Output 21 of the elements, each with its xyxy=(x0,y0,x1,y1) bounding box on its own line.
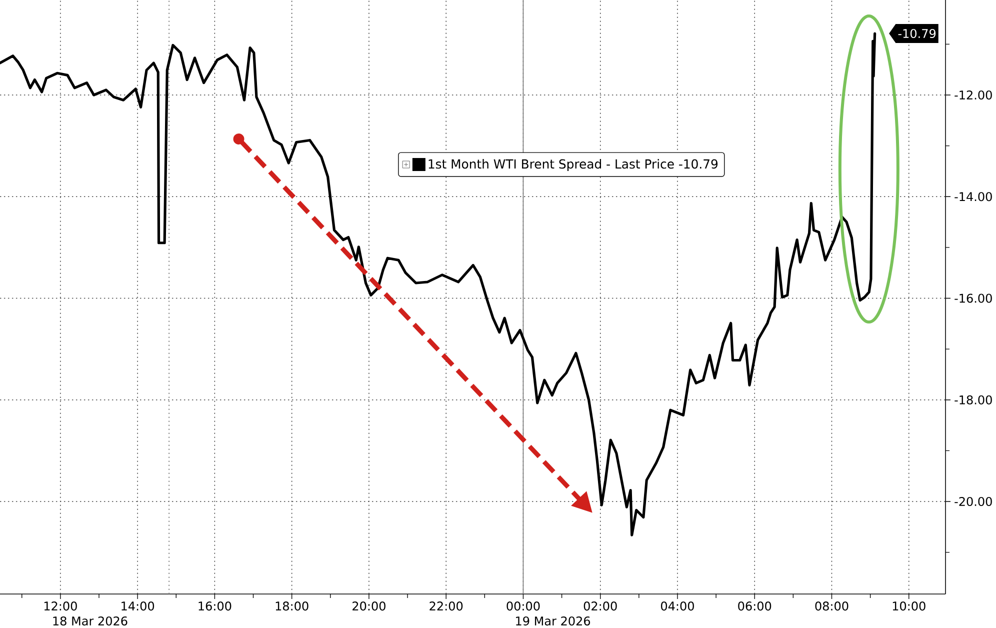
x-tick-label: 06:00 xyxy=(738,602,772,611)
x-tick-label: 08:00 xyxy=(815,602,848,611)
annotation: -10.79 xyxy=(898,28,936,38)
x-tick-label: 00:00 xyxy=(506,602,540,611)
y-tick-label: -12.00 xyxy=(954,90,992,100)
text: 19 Mar 2026 xyxy=(516,616,590,626)
x-tick-label: 04:00 xyxy=(660,602,694,611)
x-tick-label: 18:00 xyxy=(276,602,308,611)
x-tick-label: 02:00 xyxy=(584,602,617,611)
text: 18 Mar 2026 xyxy=(53,616,128,626)
x-tick-label: 22:00 xyxy=(430,602,463,611)
x-tick-label: 14:00 xyxy=(122,602,154,611)
y-tick-label: -20.00 xyxy=(954,496,992,506)
x-tick-label: 20:00 xyxy=(352,602,386,611)
y-tick-label: -14.00 xyxy=(954,192,992,202)
legend-label: 1st Month WTI Brent Spread - Last Price -10.79 xyxy=(428,159,718,172)
x-tick-label: 12:00 xyxy=(44,602,77,611)
y-tick-label: -18.00 xyxy=(954,395,992,404)
x-tick-label: 10:00 xyxy=(892,602,926,611)
x-tick-label: 16:00 xyxy=(198,602,232,611)
y-tick-label: -16.00 xyxy=(954,294,992,303)
